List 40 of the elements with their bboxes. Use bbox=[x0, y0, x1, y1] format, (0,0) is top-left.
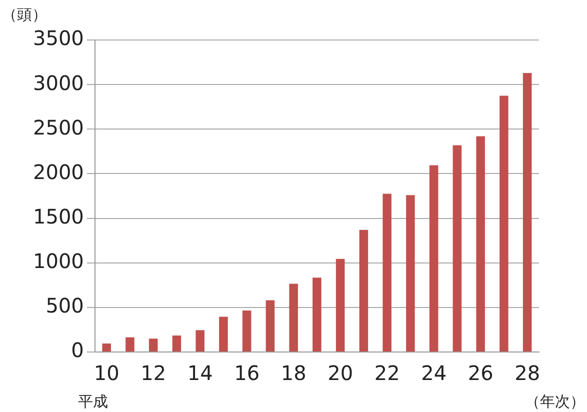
bar bbox=[219, 316, 228, 352]
bar bbox=[382, 194, 392, 352]
x-tick-label: 28 bbox=[514, 361, 540, 386]
bar bbox=[312, 278, 322, 352]
y-tick-label: 3000 bbox=[32, 70, 84, 95]
bar bbox=[172, 336, 182, 352]
text: 平成 bbox=[78, 392, 108, 410]
bar bbox=[500, 96, 508, 352]
y-tick-label: 1000 bbox=[32, 249, 84, 274]
bar bbox=[266, 300, 275, 352]
x-tick-label: 24 bbox=[421, 361, 447, 386]
x-tick-label: 14 bbox=[187, 361, 213, 386]
bar bbox=[406, 195, 415, 352]
y-tick-label: 500 bbox=[46, 294, 84, 318]
y-tick-label: 0 bbox=[71, 338, 84, 362]
bar bbox=[196, 330, 204, 352]
bar bbox=[148, 338, 158, 352]
bar bbox=[336, 258, 345, 352]
y-tick-label: 1500 bbox=[32, 204, 84, 228]
x-tick-label: 26 bbox=[468, 361, 494, 386]
x-tick-label: 12 bbox=[140, 361, 166, 386]
bar bbox=[242, 310, 252, 352]
x-tick-label: 22 bbox=[374, 361, 400, 386]
bar bbox=[522, 72, 532, 352]
x-tick-label: 16 bbox=[234, 361, 260, 386]
y-tick-label: 3500 bbox=[32, 26, 84, 50]
x-tick-label: 20 bbox=[328, 361, 354, 386]
bar bbox=[359, 230, 368, 352]
bar bbox=[452, 145, 462, 352]
x-axis-title: （年次） bbox=[525, 392, 585, 410]
bar bbox=[102, 344, 111, 352]
x-tick-label: 18 bbox=[280, 361, 306, 386]
y-tick-label: 2000 bbox=[32, 160, 84, 184]
bar bbox=[429, 165, 438, 352]
x-tick-label: 10 bbox=[94, 361, 120, 386]
bar bbox=[289, 284, 298, 352]
y-tick-label: 2500 bbox=[32, 115, 84, 140]
y-axis-title: （頭） bbox=[2, 5, 47, 24]
bar bbox=[476, 136, 485, 352]
bar bbox=[126, 337, 134, 352]
